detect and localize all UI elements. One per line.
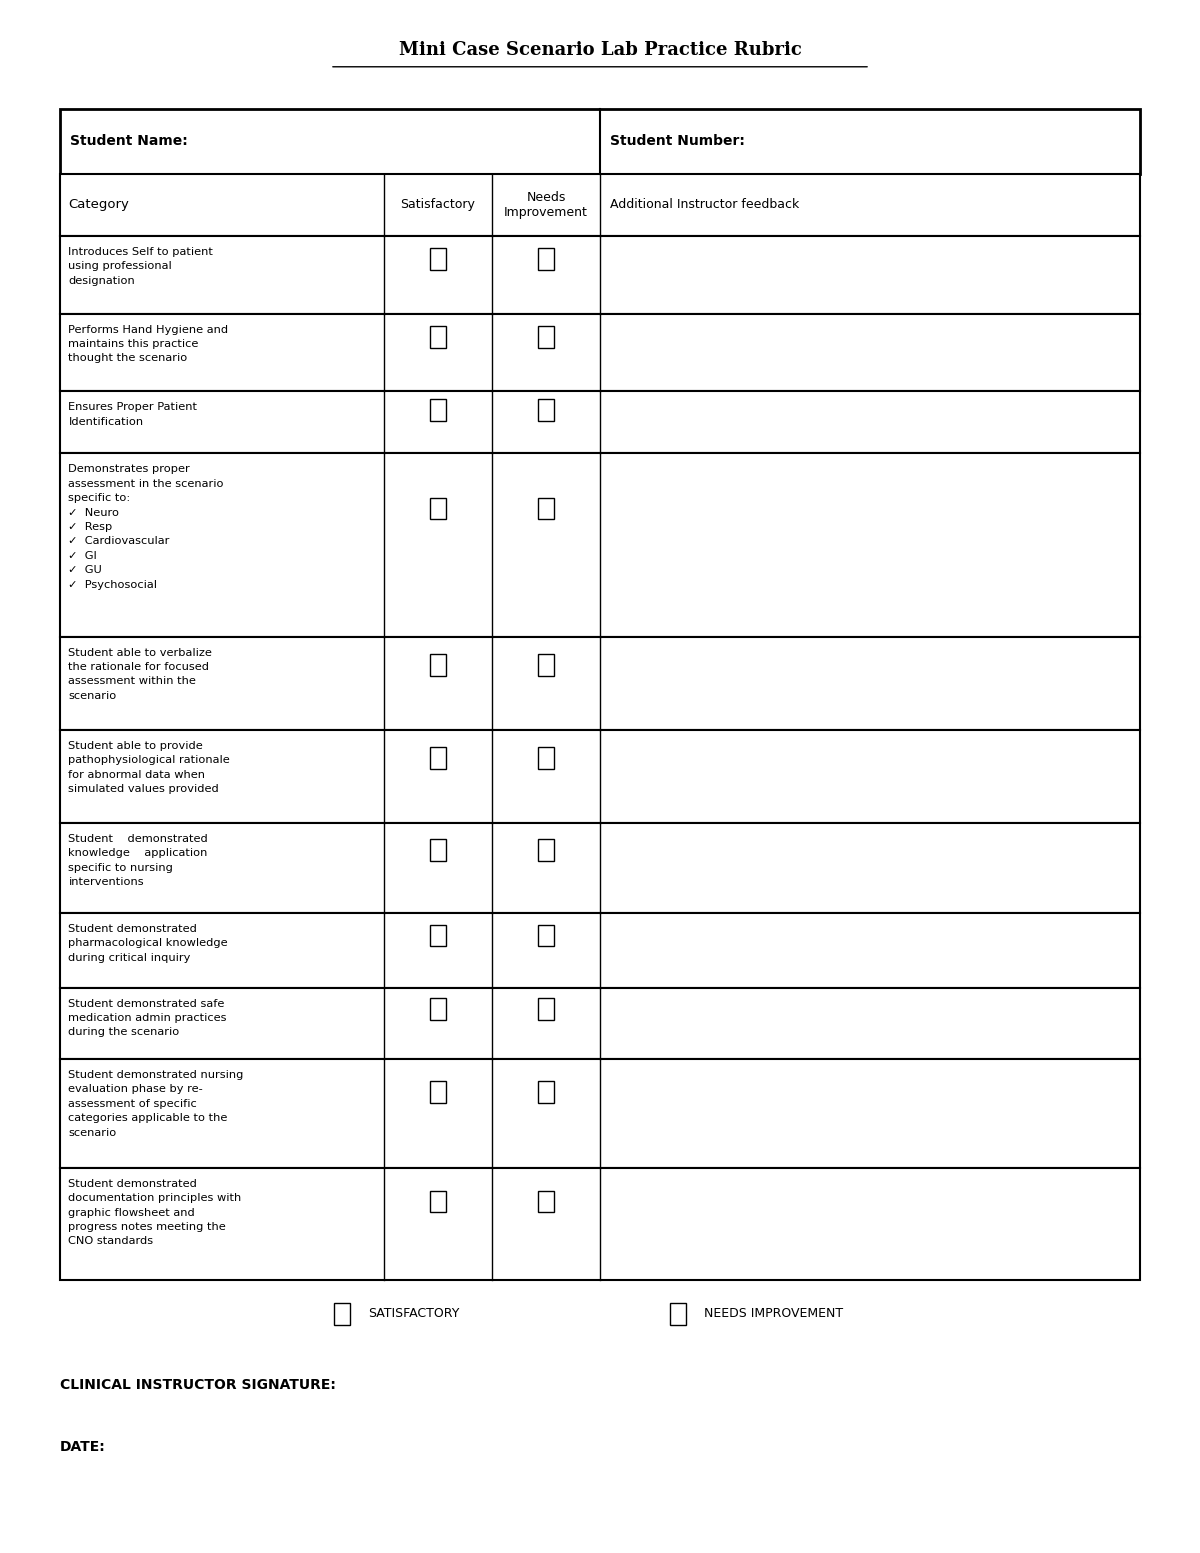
Text: Student Name:: Student Name: (70, 134, 187, 149)
Text: CLINICAL INSTRUCTOR SIGNATURE:: CLINICAL INSTRUCTOR SIGNATURE: (60, 1378, 336, 1393)
Bar (538, 747, 554, 769)
Bar (60, 109, 1140, 174)
Text: Needs
Improvement: Needs Improvement (504, 191, 588, 219)
Text: Student demonstrated
documentation principles with
graphic flowsheet and
progres: Student demonstrated documentation princ… (68, 1179, 241, 1247)
Bar (538, 1081, 554, 1103)
Bar (60, 236, 1140, 314)
Text: NEEDS IMPROVEMENT: NEEDS IMPROVEMENT (704, 1308, 844, 1320)
Bar (538, 326, 554, 348)
Bar (430, 924, 446, 946)
Bar (430, 399, 446, 421)
Text: Student able to verbalize
the rationale for focused
assessment within the
scenar: Student able to verbalize the rationale … (68, 648, 212, 700)
Bar (538, 654, 554, 676)
Bar (430, 1081, 446, 1103)
Bar (538, 1191, 554, 1213)
Bar (60, 1059, 1140, 1168)
Bar (60, 314, 1140, 391)
Text: Performs Hand Hygiene and
maintains this practice
thought the scenario: Performs Hand Hygiene and maintains this… (68, 325, 228, 363)
Text: Student Number:: Student Number: (610, 134, 744, 149)
Bar (430, 747, 446, 769)
Bar (430, 1191, 446, 1213)
Bar (538, 497, 554, 519)
Text: Student demonstrated
pharmacological knowledge
during critical inquiry: Student demonstrated pharmacological kno… (68, 924, 228, 963)
Text: Student able to provide
pathophysiological rationale
for abnormal data when
simu: Student able to provide pathophysiologic… (68, 741, 230, 794)
Bar (670, 1303, 686, 1325)
Bar (60, 453, 1140, 637)
Bar (430, 839, 446, 860)
Bar (60, 1168, 1140, 1280)
Bar (430, 497, 446, 519)
Text: SATISFACTORY: SATISFACTORY (368, 1308, 460, 1320)
Bar (430, 999, 446, 1020)
Text: Demonstrates proper
assessment in the scenario
specific to:
✓  Neuro
✓  Resp
✓  : Demonstrates proper assessment in the sc… (68, 464, 224, 590)
Text: Additional Instructor feedback: Additional Instructor feedback (610, 199, 799, 211)
Bar (430, 654, 446, 676)
Text: Student demonstrated safe
medication admin practices
during the scenario: Student demonstrated safe medication adm… (68, 999, 227, 1037)
Bar (334, 1303, 350, 1325)
Text: Mini Case Scenario Lab Practice Rubric: Mini Case Scenario Lab Practice Rubric (398, 40, 802, 59)
Text: Student    demonstrated
knowledge    application
specific to nursing
interventio: Student demonstrated knowledge applicati… (68, 834, 208, 887)
Bar (430, 248, 446, 270)
Bar (538, 924, 554, 946)
Text: Introduces Self to patient
using professional
designation: Introduces Self to patient using profess… (68, 247, 214, 286)
Bar (538, 839, 554, 860)
Bar (60, 913, 1140, 988)
Text: DATE:: DATE: (60, 1440, 106, 1455)
Bar (60, 174, 1140, 236)
Bar (430, 326, 446, 348)
Text: Satisfactory: Satisfactory (401, 199, 475, 211)
Text: Category: Category (68, 199, 130, 211)
Bar (60, 823, 1140, 913)
Bar (60, 637, 1140, 730)
Bar (538, 399, 554, 421)
Text: Student demonstrated nursing
evaluation phase by re-
assessment of specific
cate: Student demonstrated nursing evaluation … (68, 1070, 244, 1138)
Bar (538, 999, 554, 1020)
Bar (60, 730, 1140, 823)
Text: Ensures Proper Patient
Identification: Ensures Proper Patient Identification (68, 402, 197, 427)
Bar (538, 248, 554, 270)
Bar (60, 391, 1140, 453)
Bar (60, 988, 1140, 1059)
